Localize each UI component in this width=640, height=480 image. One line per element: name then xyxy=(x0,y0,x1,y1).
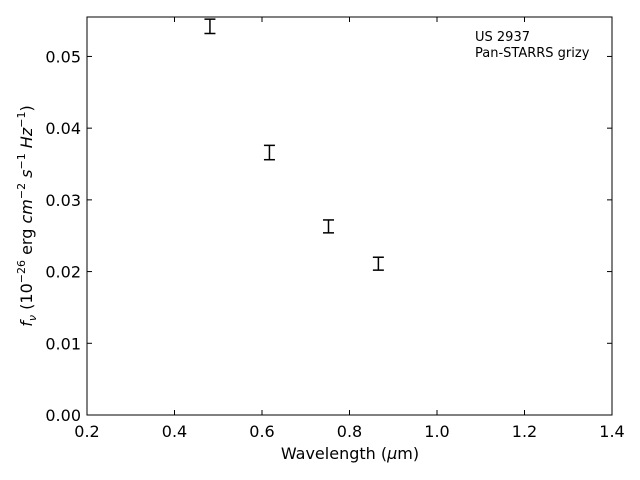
x-tick-label: 1.0 xyxy=(424,422,449,441)
plot-frame xyxy=(86,16,613,416)
data-point-errorbar xyxy=(204,18,216,35)
data-point-errorbar xyxy=(323,219,334,234)
x-tick-label: 1.2 xyxy=(512,422,537,441)
x-axis-label: Wavelength (μm) xyxy=(281,444,419,463)
y-tick-label: 0.03 xyxy=(45,191,81,210)
data-point-errorbar xyxy=(263,144,275,161)
annotation-object-name: US 2937 xyxy=(475,30,530,45)
x-tick-label: 1.4 xyxy=(599,422,624,441)
y-tick-label: 0.01 xyxy=(45,334,81,353)
x-tick-label: 0.2 xyxy=(74,422,99,441)
data-point-errorbar xyxy=(372,256,384,271)
x-axis-ticks: 0.2 0.4 0.6 0.8 1.0 1.2 1.4 xyxy=(74,17,625,441)
x-tick-label: 0.4 xyxy=(162,422,187,441)
annotation-survey-name: Pan-STARRS grizy xyxy=(475,46,590,61)
x-tick-label: 0.8 xyxy=(337,422,362,441)
data-points xyxy=(204,18,384,271)
x-tick-label: 0.6 xyxy=(249,422,274,441)
y-tick-label: 0.02 xyxy=(45,263,81,282)
y-axis-ticks: 0.00 0.01 0.02 0.03 0.04 0.05 xyxy=(45,47,612,425)
y-axis-label: fν (10−26 erg cm−2 s−1 Hz−1) xyxy=(15,105,39,326)
y-tick-label: 0.04 xyxy=(45,119,81,138)
y-tick-label: 0.00 xyxy=(45,406,81,425)
y-tick-label: 0.05 xyxy=(45,47,81,66)
